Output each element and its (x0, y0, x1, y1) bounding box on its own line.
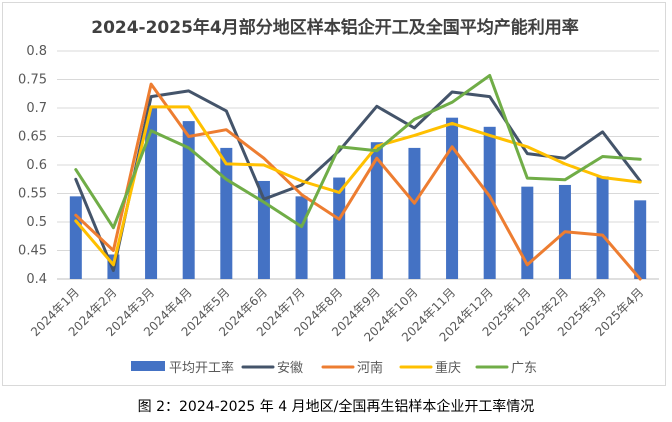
bar (370, 142, 383, 279)
y-tick-label: 0.4 (26, 272, 47, 287)
bar (182, 121, 195, 279)
chart-title: 2024-2025年4月部分地区样本铝企开工及全国平均产能利用率 (91, 17, 579, 38)
legend: 平均开工率 安徽 河南 重庆 广东 (131, 360, 537, 376)
y-tick-label: 0.65 (18, 130, 47, 145)
bar (408, 147, 421, 279)
bar (634, 200, 647, 279)
legend-label: 安徽 (277, 361, 303, 376)
legend-label: 平均开工率 (169, 360, 234, 376)
bar (69, 196, 82, 279)
chart-frame: 2024-2025年4月部分地区样本铝企开工及全国平均产能利用率 0.4 0.45… (2, 2, 666, 386)
y-tick-label: 0.8 (26, 44, 47, 59)
bar (333, 177, 346, 279)
series-line (74, 82, 642, 281)
y-tick-label: 0.7 (26, 101, 47, 116)
bar (483, 126, 496, 279)
bar-series (69, 108, 647, 279)
bar (145, 108, 158, 279)
legend-label: 河南 (357, 360, 383, 376)
y-tick-label: 0.6 (26, 158, 47, 173)
y-tick-label: 0.75 (18, 73, 47, 88)
chart-svg: 2024-2025年4月部分地区样本铝企开工及全国平均产能利用率 0.4 0.45… (18, 17, 659, 376)
y-tick-label: 0.45 (18, 244, 47, 259)
series-line (74, 74, 642, 230)
x-axis-ticks: 2024年1月2024年2月2024年3月2024年4月2024年5月2024年… (28, 285, 646, 344)
bar (220, 147, 233, 279)
y-tick-label: 0.5 (26, 215, 47, 230)
bar (521, 186, 534, 279)
bar (295, 196, 308, 279)
bar (596, 176, 609, 279)
y-tick-label: 0.55 (18, 187, 47, 202)
legend-label: 广东 (511, 361, 537, 376)
series-line (74, 105, 642, 267)
y-axis-ticks: 0.4 0.45 0.5 0.55 0.6 0.65 0.7 0.75 0.8 (18, 44, 47, 287)
legend-label: 重庆 (435, 360, 461, 376)
legend-swatch (131, 361, 165, 371)
line-series (74, 74, 642, 281)
bar (446, 117, 459, 279)
figure-caption: 图 2：2024-2025 年 4 月地区/全国再生铝样本企业开工率情况 (137, 399, 535, 415)
